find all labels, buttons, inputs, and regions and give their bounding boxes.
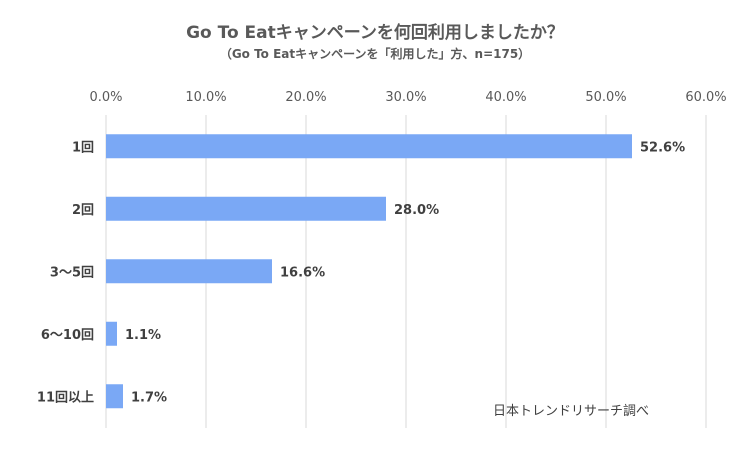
x-tick-label: 60.0% — [685, 90, 726, 105]
x-axis-ticks: 0.0% 10.0% 20.0% 30.0% 40.0% 50.0% 60.0% — [89, 90, 726, 105]
category-labels: 1回 2回 3〜5回 6〜10回 11回以上 — [37, 140, 94, 405]
x-tick-label: 20.0% — [285, 90, 326, 105]
bar — [106, 384, 123, 409]
grid-lines — [105, 115, 707, 428]
chart-title: Go To Eatキャンペーンを何回利用しましたか？ — [186, 23, 564, 43]
data-labels: 52.6% 28.0% 16.6% 1.1% 1.7% — [125, 140, 685, 405]
bar — [106, 321, 117, 346]
x-tick-label: 10.0% — [185, 90, 226, 105]
chart-subtitle: （Go To Eatキャンペーンを「利用した」方、n=175） — [219, 47, 531, 61]
x-tick-label: 0.0% — [89, 90, 122, 105]
x-tick-label: 30.0% — [385, 90, 426, 105]
data-label: 52.6% — [640, 140, 685, 155]
category-label: 6〜10回 — [41, 328, 94, 343]
data-label: 1.1% — [125, 328, 161, 343]
data-label: 16.6% — [280, 265, 325, 280]
bars — [106, 134, 632, 409]
category-label: 3〜5回 — [50, 265, 94, 280]
x-tick-label: 40.0% — [485, 90, 526, 105]
category-label: 1回 — [72, 140, 94, 155]
bar — [106, 196, 386, 221]
category-label: 2回 — [72, 203, 94, 218]
data-label: 28.0% — [394, 203, 439, 218]
bar — [106, 134, 632, 159]
bar — [106, 259, 272, 284]
category-label: 11回以上 — [37, 390, 94, 405]
x-tick-label: 50.0% — [585, 90, 626, 105]
data-label: 1.7% — [131, 390, 167, 405]
source-note: 日本トレンドリサーチ調べ — [493, 404, 650, 419]
